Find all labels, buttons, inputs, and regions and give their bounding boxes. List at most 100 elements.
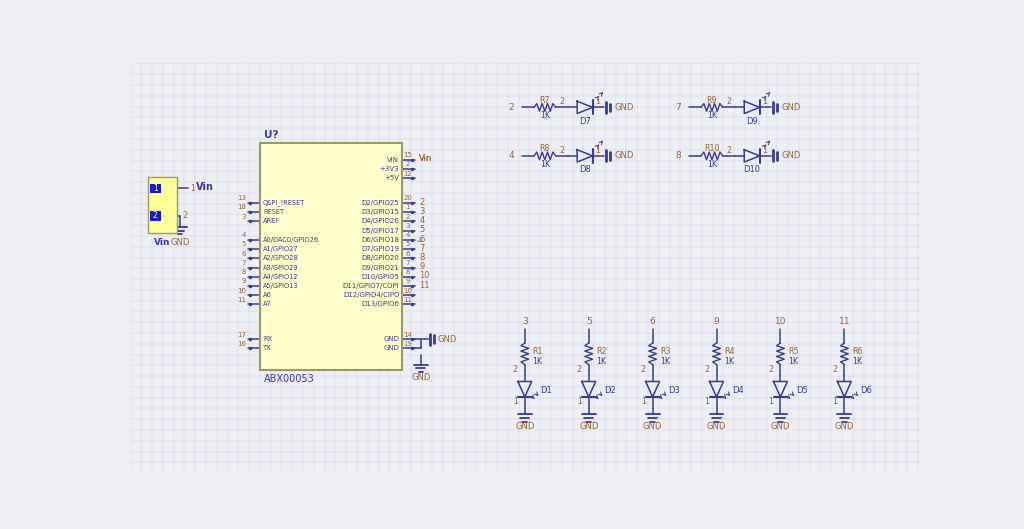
Text: R8: R8: [540, 144, 550, 153]
Text: 1: 1: [763, 97, 768, 106]
Text: U?: U?: [264, 130, 279, 140]
Text: 5: 5: [586, 317, 592, 326]
Text: D7/GPIO19: D7/GPIO19: [361, 246, 399, 252]
Text: 7: 7: [406, 260, 410, 266]
Text: A3/GPIO29: A3/GPIO29: [263, 264, 299, 270]
Text: 1: 1: [513, 397, 518, 406]
Text: 1: 1: [595, 97, 600, 106]
Text: 1K: 1K: [788, 357, 799, 366]
Text: 6: 6: [650, 317, 655, 326]
Text: 17: 17: [238, 332, 246, 338]
Text: A1/GPIO27: A1/GPIO27: [263, 246, 299, 252]
Text: 19: 19: [403, 341, 413, 347]
Text: R7: R7: [540, 96, 550, 105]
Text: GND: GND: [707, 422, 726, 431]
Bar: [147, 177, 177, 233]
Text: Vin: Vin: [419, 154, 433, 163]
Text: 1: 1: [641, 397, 646, 406]
Text: D3/GPIO15: D3/GPIO15: [361, 209, 399, 215]
Text: A2/GPIO28: A2/GPIO28: [263, 256, 299, 261]
Text: 2: 2: [406, 214, 410, 220]
Text: GND: GND: [835, 422, 854, 431]
Text: 20: 20: [403, 195, 413, 201]
Text: +3V3: +3V3: [380, 166, 399, 172]
Text: RX: RX: [263, 336, 272, 342]
Text: D10/GPIO5: D10/GPIO5: [361, 274, 399, 280]
Text: 18: 18: [238, 205, 246, 211]
Text: R6: R6: [852, 347, 862, 356]
Text: 1: 1: [768, 397, 773, 406]
Text: R3: R3: [660, 347, 671, 356]
Text: 1K: 1K: [540, 111, 550, 120]
Text: GND: GND: [771, 422, 791, 431]
Text: 2: 2: [641, 366, 646, 375]
Text: D6: D6: [860, 386, 871, 395]
Text: 4: 4: [419, 216, 425, 225]
Text: R2: R2: [596, 347, 607, 356]
Text: 3: 3: [419, 207, 425, 216]
Text: 4: 4: [242, 232, 246, 238]
Text: R5: R5: [788, 347, 799, 356]
Text: 7: 7: [419, 244, 425, 253]
Text: 11: 11: [403, 297, 413, 303]
Text: 9: 9: [242, 278, 246, 285]
Text: 1: 1: [153, 184, 158, 193]
Text: 2: 2: [406, 161, 410, 167]
Text: D5/GPIO17: D5/GPIO17: [361, 227, 399, 234]
Text: 1: 1: [705, 397, 710, 406]
Text: 2: 2: [768, 366, 773, 375]
Text: 2: 2: [577, 366, 582, 375]
Text: D5: D5: [796, 386, 808, 395]
Text: 1K: 1K: [660, 357, 671, 366]
Text: 2: 2: [726, 146, 731, 155]
Text: GND: GND: [614, 151, 634, 160]
Text: D12/GPIO4/CIPO: D12/GPIO4/CIPO: [343, 292, 399, 298]
Text: 3: 3: [522, 317, 527, 326]
Text: GND: GND: [781, 103, 801, 112]
Text: GND: GND: [579, 422, 598, 431]
Text: A5/GPIO13: A5/GPIO13: [263, 283, 299, 289]
Text: Vin: Vin: [196, 183, 214, 193]
Text: GND: GND: [383, 345, 399, 351]
Text: 11: 11: [419, 281, 430, 290]
Bar: [150, 184, 162, 193]
Text: 14: 14: [403, 332, 413, 338]
Text: 2: 2: [508, 103, 514, 112]
Text: 9: 9: [419, 262, 425, 271]
Text: D7: D7: [579, 117, 591, 126]
Text: 15: 15: [403, 152, 413, 158]
Text: R4: R4: [724, 347, 735, 356]
Text: 1K: 1K: [852, 357, 862, 366]
Text: 10: 10: [419, 271, 430, 280]
Text: GND: GND: [515, 422, 535, 431]
Text: 8: 8: [242, 269, 246, 275]
Text: D4: D4: [732, 386, 743, 395]
Text: 6: 6: [419, 234, 425, 243]
Text: TX: TX: [263, 345, 271, 351]
Text: 6: 6: [242, 251, 246, 257]
Text: 8: 8: [419, 253, 425, 262]
Text: A0/DAC0/GPIO26: A0/DAC0/GPIO26: [263, 237, 319, 243]
Text: 1K: 1K: [540, 160, 550, 169]
Text: 6: 6: [406, 251, 410, 257]
Text: 16: 16: [238, 341, 246, 347]
Text: 1: 1: [406, 205, 410, 211]
Text: R9: R9: [707, 96, 717, 105]
Text: D2: D2: [604, 386, 615, 395]
Text: GND: GND: [781, 151, 801, 160]
Text: D11/GPIO7/COPI: D11/GPIO7/COPI: [343, 283, 399, 289]
Text: 1K: 1K: [707, 160, 717, 169]
Text: 2: 2: [153, 212, 158, 221]
Text: 8: 8: [406, 269, 410, 275]
Text: A7: A7: [263, 302, 271, 307]
Text: RESET: RESET: [263, 209, 284, 215]
Text: ABX00053: ABX00053: [264, 374, 314, 384]
Text: D2/GPIO25: D2/GPIO25: [361, 200, 399, 206]
Text: D8: D8: [579, 165, 591, 174]
Text: GND: GND: [383, 336, 399, 342]
Text: 2: 2: [513, 366, 518, 375]
Text: D6/GPIO18: D6/GPIO18: [361, 237, 399, 243]
Bar: [150, 211, 162, 221]
Text: A4/GPIO12: A4/GPIO12: [263, 274, 299, 280]
Text: D10: D10: [743, 165, 761, 174]
